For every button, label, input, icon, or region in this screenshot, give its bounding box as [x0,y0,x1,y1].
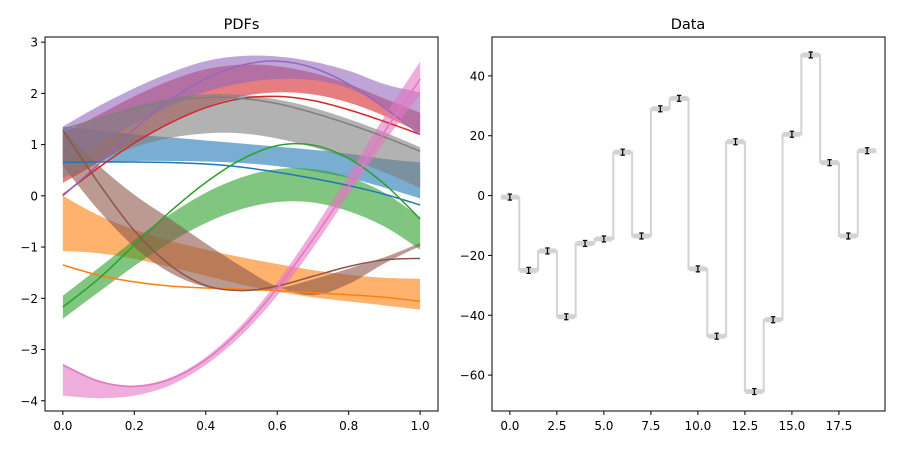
y-tick-label: −20 [460,249,485,263]
y-tick-label: 20 [470,129,485,143]
y-tick-label: −40 [460,309,485,323]
x-tick-label: 0.8 [339,419,358,433]
y-tick-label: −1 [20,241,38,255]
x-tick-label: 0.2 [125,419,144,433]
y-tick-label: −60 [460,369,485,383]
x-tick-label: 15.0 [779,419,806,433]
pdfs-axes-frame [44,36,439,412]
pdf-line [62,78,421,388]
pdf-line [62,129,421,292]
x-tick-label: 0.0 [53,419,72,433]
x-tick-label: 10.0 [685,419,712,433]
pdfs-panel: PDFs 0.0 0.2 0.4 0.6 0.8 1.0 −4 −3 −2 −1 0 1 2 3 [20,17,439,433]
pdfs-title: PDFs [224,17,260,33]
data-panel: Data 0.0 2.5 5.0 7.5 10.0 12.5 15.0 17.5 −60 −40… [460,17,886,433]
y-tick-label: 0 [477,189,485,203]
y-tick-label: −4 [20,394,38,408]
x-tick-label: 7.5 [641,419,660,433]
y-tick-label: 2 [30,87,38,101]
pdf-band [62,55,421,166]
x-tick-label: 0.4 [196,419,215,433]
x-tick-label: 1.0 [411,419,430,433]
x-tick-label: 0.0 [500,419,519,433]
pdf-band [62,129,421,296]
y-tick-label: 0 [30,189,38,203]
y-tick-label: 40 [470,69,485,83]
data-plot-content [500,51,877,396]
pdfs-y-ticks: −4 −3 −2 −1 0 1 2 3 [20,36,45,408]
x-tick-label: 5.0 [594,419,613,433]
y-tick-label: −2 [20,292,38,306]
pdf-line [62,161,421,206]
x-tick-label: 2.5 [547,419,566,433]
pdf-line [62,264,421,303]
data-title: Data [671,17,706,33]
pdf-line [62,96,421,152]
pdfs-plot-content [62,55,421,399]
pdf-band [62,61,421,399]
y-tick-label: 3 [30,36,38,50]
data-x-ticks: 0.0 2.5 5.0 7.5 10.0 12.5 15.0 17.5 [500,411,852,433]
data-plot-area [500,51,877,396]
x-tick-label: 0.6 [268,419,287,433]
x-tick-label: 17.5 [826,419,853,433]
pdf-line [62,142,421,308]
pdf-band [62,126,421,199]
y-tick-label: −3 [20,343,38,357]
x-tick-label: 12.5 [732,419,759,433]
data-axes-frame [491,36,886,412]
data-y-ticks: −60 −40 −20 0 20 40 [460,69,492,383]
pdf-line [62,60,421,197]
pdfs-plot-area [62,55,421,399]
pdfs-x-ticks: 0.0 0.2 0.4 0.6 0.8 1.0 [53,411,430,433]
y-tick-label: 1 [30,138,38,152]
